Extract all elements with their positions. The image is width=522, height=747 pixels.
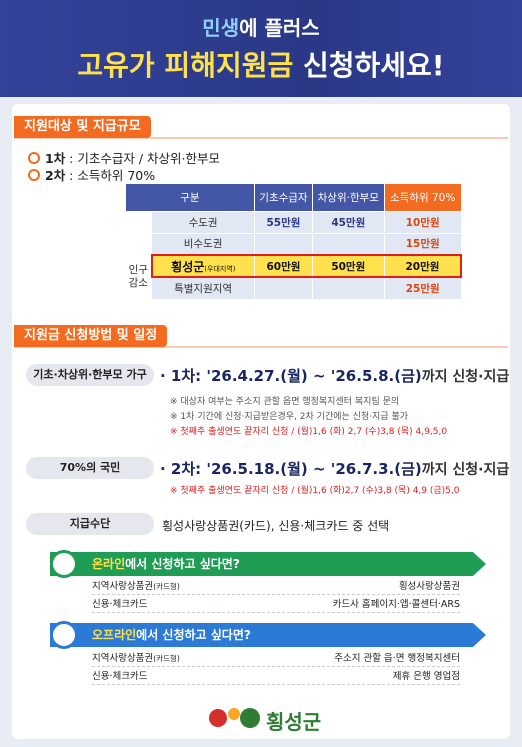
- amount-table: 구분 기초수급자 차상위·한부모 소득하위 70% 수도권 55만원 45만원 10만원 비…: [125, 184, 462, 300]
- region: 횡성군: [171, 259, 205, 274]
- cell: 20만원: [383, 254, 462, 278]
- channel-title: 에서 신청하고 싶다면?: [125, 557, 240, 571]
- target-label: 2차: [45, 168, 66, 183]
- divider: [14, 137, 508, 139]
- schedule: · 2차: '26.5.18.(월) ~ '26.7.3.(금)까지 신청·지급: [160, 458, 509, 479]
- method: 신용·체크카드: [92, 599, 148, 610]
- cell: 60만원: [254, 254, 313, 278]
- headline-highlight: 고유가 피해지원금: [77, 49, 294, 82]
- note: ※ 1차 기간에 신청·지급받은경우, 2차 기간에는 신청·지급 불가: [170, 412, 409, 422]
- channel-row: 지역사랑상품권(카드형) 횡성사랑상품권: [92, 578, 460, 595]
- note: ※ 대상자 여부는 주소지 관할 읍면 행정복지센터 복지팀 문의: [170, 397, 400, 407]
- channel-banner: 온라인에서 신청하고 싶다면?: [50, 552, 486, 576]
- header-cell: 구분: [125, 184, 256, 211]
- cell: 50만원: [311, 254, 385, 278]
- channel-title: 에서 신청하고 싶다면?: [136, 628, 251, 642]
- headline: 고유가 피해지원금 신청하세요!: [0, 44, 522, 84]
- logo: [209, 708, 260, 728]
- header-band: [0, 0, 522, 97]
- channel-highlight: 온라인: [92, 557, 126, 571]
- target-pill: 70%의 국민: [26, 457, 154, 479]
- headline-rest: 신청하세요!: [303, 49, 445, 82]
- target-pill: 기초·차상위·한부모 가구: [26, 364, 154, 386]
- org-name: 횡성군: [266, 710, 322, 734]
- target-text: : 소득하위 70%: [65, 168, 156, 183]
- method: 지역사랑상품권: [92, 653, 154, 664]
- section-tab: 지원대상 및 지급규모: [14, 116, 151, 138]
- cell: 10만원: [383, 210, 462, 234]
- region: 수도권: [150, 210, 256, 234]
- payment-pill: 지급수단: [26, 513, 154, 535]
- alert: ※ 첫째주 출생연도 끝자리 신청 / (월)1,6 (화) 2,7 (수)3,…: [170, 427, 448, 437]
- section-tab: 지원금 신청방법 및 일정: [14, 325, 168, 347]
- schedule-suffix: 까지 신청·지급: [421, 462, 510, 478]
- payment-text: 횡성사랑상품권(카드), 신용·체크카드 중 선택: [162, 519, 390, 533]
- region: 비수도권: [150, 232, 256, 256]
- header-cell: 차상위·한부모: [312, 184, 385, 211]
- divider: [14, 346, 508, 348]
- cell: 45만원: [311, 210, 385, 234]
- target-line: 1차 : 기초수급자 / 차상위·한부모: [28, 148, 220, 167]
- where: 제휴 은행 영업점: [392, 671, 460, 682]
- where: 카드사 홈페이지·앱·콜센터·ARS: [332, 599, 460, 610]
- where: 주소지 관할 읍·면 행정복지센터: [334, 653, 460, 664]
- target-line: 2차 : 소득하위 70%: [28, 165, 155, 184]
- schedule: · 1차: '26.4.27.(월) ~ '26.5.8.(금)까지 신청·지급: [160, 365, 509, 386]
- schedule-suffix: 까지 신청·지급: [421, 369, 510, 385]
- channel-banner: 오프라인에서 신청하고 싶다면?: [50, 623, 486, 647]
- channel-highlight: 오프라인: [92, 628, 137, 642]
- target-text: : 기초수급자 / 차상위·한부모: [65, 151, 220, 166]
- cell: 15만원: [383, 232, 462, 256]
- header-cell: 소득하위 70%: [384, 184, 462, 211]
- where: 횡성사랑상품권: [398, 581, 460, 592]
- channel-row: 지역사랑상품권(카드형) 주소지 관할 읍·면 행정복지센터: [92, 650, 460, 667]
- region: 특별지원지역: [150, 276, 256, 300]
- target-label: 1차: [45, 151, 66, 166]
- kicker-highlight: 민생: [202, 16, 240, 40]
- schedule-date: · 2차: '26.5.18.(월) ~ '26.7.3.(금): [160, 460, 422, 478]
- alert: ※ 첫째주 출생연도 끝자리 신청 / (월)1,6 (화)2,7 (수)3,8…: [170, 486, 460, 496]
- channel-row: 신용·체크카드 제휴 은행 영업점: [92, 668, 460, 685]
- method-note: (카드형): [153, 582, 180, 591]
- schedule-date: · 1차: '26.4.27.(월) ~ '26.5.8.(금): [160, 367, 422, 385]
- method: 지역사랑상품권: [92, 581, 154, 592]
- region-note: (우대지역): [204, 264, 236, 273]
- header-cell: 기초수급자: [254, 184, 313, 211]
- group: 인구감소: [125, 254, 152, 300]
- method-note: (카드형): [153, 654, 180, 663]
- offline-icon: [50, 621, 78, 649]
- kicker: 민생에 플러스: [0, 12, 522, 41]
- kicker-rest: 에 플러스: [239, 16, 320, 40]
- online-icon: [50, 550, 78, 578]
- cell: 55만원: [254, 210, 313, 234]
- cell: 25만원: [383, 276, 462, 300]
- channel-row: 신용·체크카드 카드사 홈페이지·앱·콜센터·ARS: [92, 596, 460, 613]
- method: 신용·체크카드: [92, 671, 148, 682]
